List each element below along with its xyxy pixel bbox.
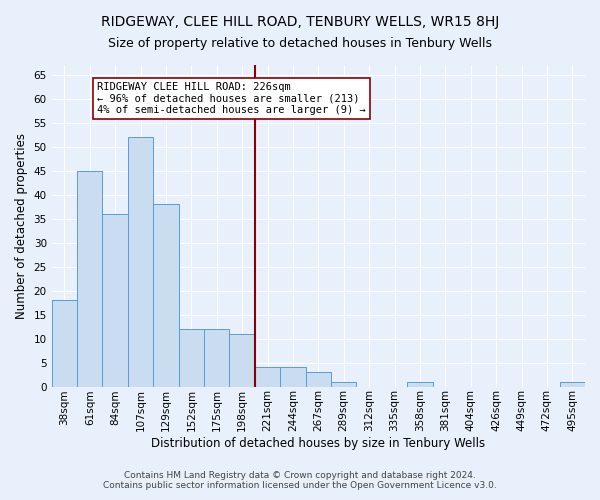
Bar (103, 214, 128, 386)
Bar (204, 329, 229, 386)
Text: Size of property relative to detached houses in Tenbury Wells: Size of property relative to detached ho… (108, 38, 492, 51)
Text: Contains HM Land Registry data © Crown copyright and database right 2024.
Contai: Contains HM Land Registry data © Crown c… (103, 470, 497, 490)
Bar (229, 334, 255, 386)
Bar (305, 372, 331, 386)
Y-axis label: Number of detached properties: Number of detached properties (15, 133, 28, 319)
Bar (331, 382, 356, 386)
Bar (280, 368, 305, 386)
Bar (255, 368, 280, 386)
Text: RIDGEWAY, CLEE HILL ROAD, TENBURY WELLS, WR15 8HJ: RIDGEWAY, CLEE HILL ROAD, TENBURY WELLS,… (101, 15, 499, 29)
Bar (153, 204, 179, 386)
Bar (179, 329, 204, 386)
Bar (560, 382, 585, 386)
Bar (52, 300, 77, 386)
Bar (128, 137, 153, 386)
X-axis label: Distribution of detached houses by size in Tenbury Wells: Distribution of detached houses by size … (151, 437, 485, 450)
Bar (407, 382, 433, 386)
Bar (77, 170, 103, 386)
Text: RIDGEWAY CLEE HILL ROAD: 226sqm
← 96% of detached houses are smaller (213)
4% of: RIDGEWAY CLEE HILL ROAD: 226sqm ← 96% of… (97, 82, 366, 115)
